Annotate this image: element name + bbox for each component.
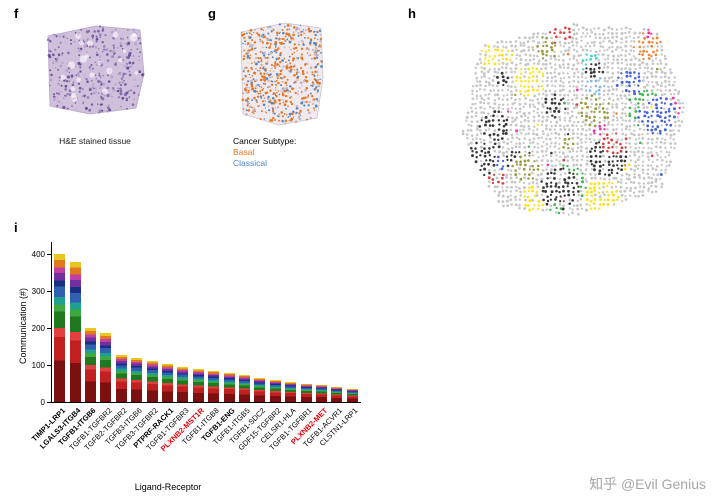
y-tick-label: 200	[31, 323, 45, 333]
ligand-receptor-communication-chart: 0 100 200 300 400 TIMP1-LRP1 LGALS3-ITGB4 TGFB1…	[8, 234, 448, 500]
he-tissue-caption: H&E stained tissue	[59, 136, 131, 146]
y-tick-mark	[47, 291, 51, 292]
panel-letter-f: f	[14, 6, 19, 21]
bar-tgfb3-itgb6	[131, 358, 143, 402]
bar-celsr1-hla	[285, 381, 297, 403]
legend-items: Basal Classical	[233, 147, 296, 169]
legend-item-basal: Basal	[233, 147, 255, 158]
bar-gdf15-tgfbr2	[269, 379, 281, 402]
bar-tgfb1-tgfbr2	[100, 333, 112, 402]
bar-plxnb2-met	[316, 385, 327, 402]
y-tick-label: 100	[31, 360, 45, 370]
y-axis-title: Communication (#)	[18, 287, 28, 364]
bar-clstn1-lrp1	[346, 388, 358, 402]
legend-item-classical: Classical	[233, 158, 268, 169]
bar-timp1-lrp1	[54, 254, 66, 402]
bar-tgfb1-itgb6	[85, 328, 96, 402]
bar-tgfb3-tgfbr2	[146, 361, 158, 402]
he-stained-tissue-image	[46, 25, 145, 115]
x-axis	[51, 402, 361, 403]
legend-title: Cancer Subtype:	[233, 136, 297, 146]
y-tick-mark	[47, 328, 51, 329]
bar-tgfb1-sdc2	[254, 377, 266, 402]
panel-letter-i: i	[14, 220, 18, 235]
bar-tgfb1-tgfbr1	[300, 383, 312, 402]
cancer-subtype-legend: Cancer Subtype: Basal Classical	[233, 136, 296, 169]
y-tick-mark	[47, 365, 51, 366]
y-axis	[51, 242, 52, 402]
watermark: 知乎 @Evil Genius	[589, 476, 706, 492]
y-tick-label: 400	[31, 249, 45, 259]
y-tick-label: 300	[31, 286, 45, 296]
x-axis-title: Ligand-Receptor	[134, 482, 202, 492]
panel-letter-h: h	[408, 6, 416, 21]
bar-tgfb1-eng	[223, 373, 235, 402]
bar-tgfb1-tgfbr3	[177, 366, 189, 402]
spatial-cluster-dot-map	[461, 23, 685, 216]
y-tick-mark	[47, 402, 51, 403]
bar-tgfb1-itgb5	[239, 375, 250, 402]
bar-ptprf-rack1	[162, 364, 173, 402]
cancer-subtype-spatial-map	[240, 22, 324, 126]
panel-letter-g: g	[208, 6, 216, 21]
bar-plxnb2-mst1r	[192, 368, 204, 402]
bar-lgals3-itgb4	[69, 262, 81, 402]
bar-tgfb1-acvr1	[331, 387, 343, 402]
bar-tgfb2-tgfbr2	[115, 354, 127, 402]
y-tick-label: 0	[40, 397, 45, 407]
bar-tgfb1-itgb8	[208, 370, 220, 402]
y-tick-mark	[47, 254, 51, 255]
